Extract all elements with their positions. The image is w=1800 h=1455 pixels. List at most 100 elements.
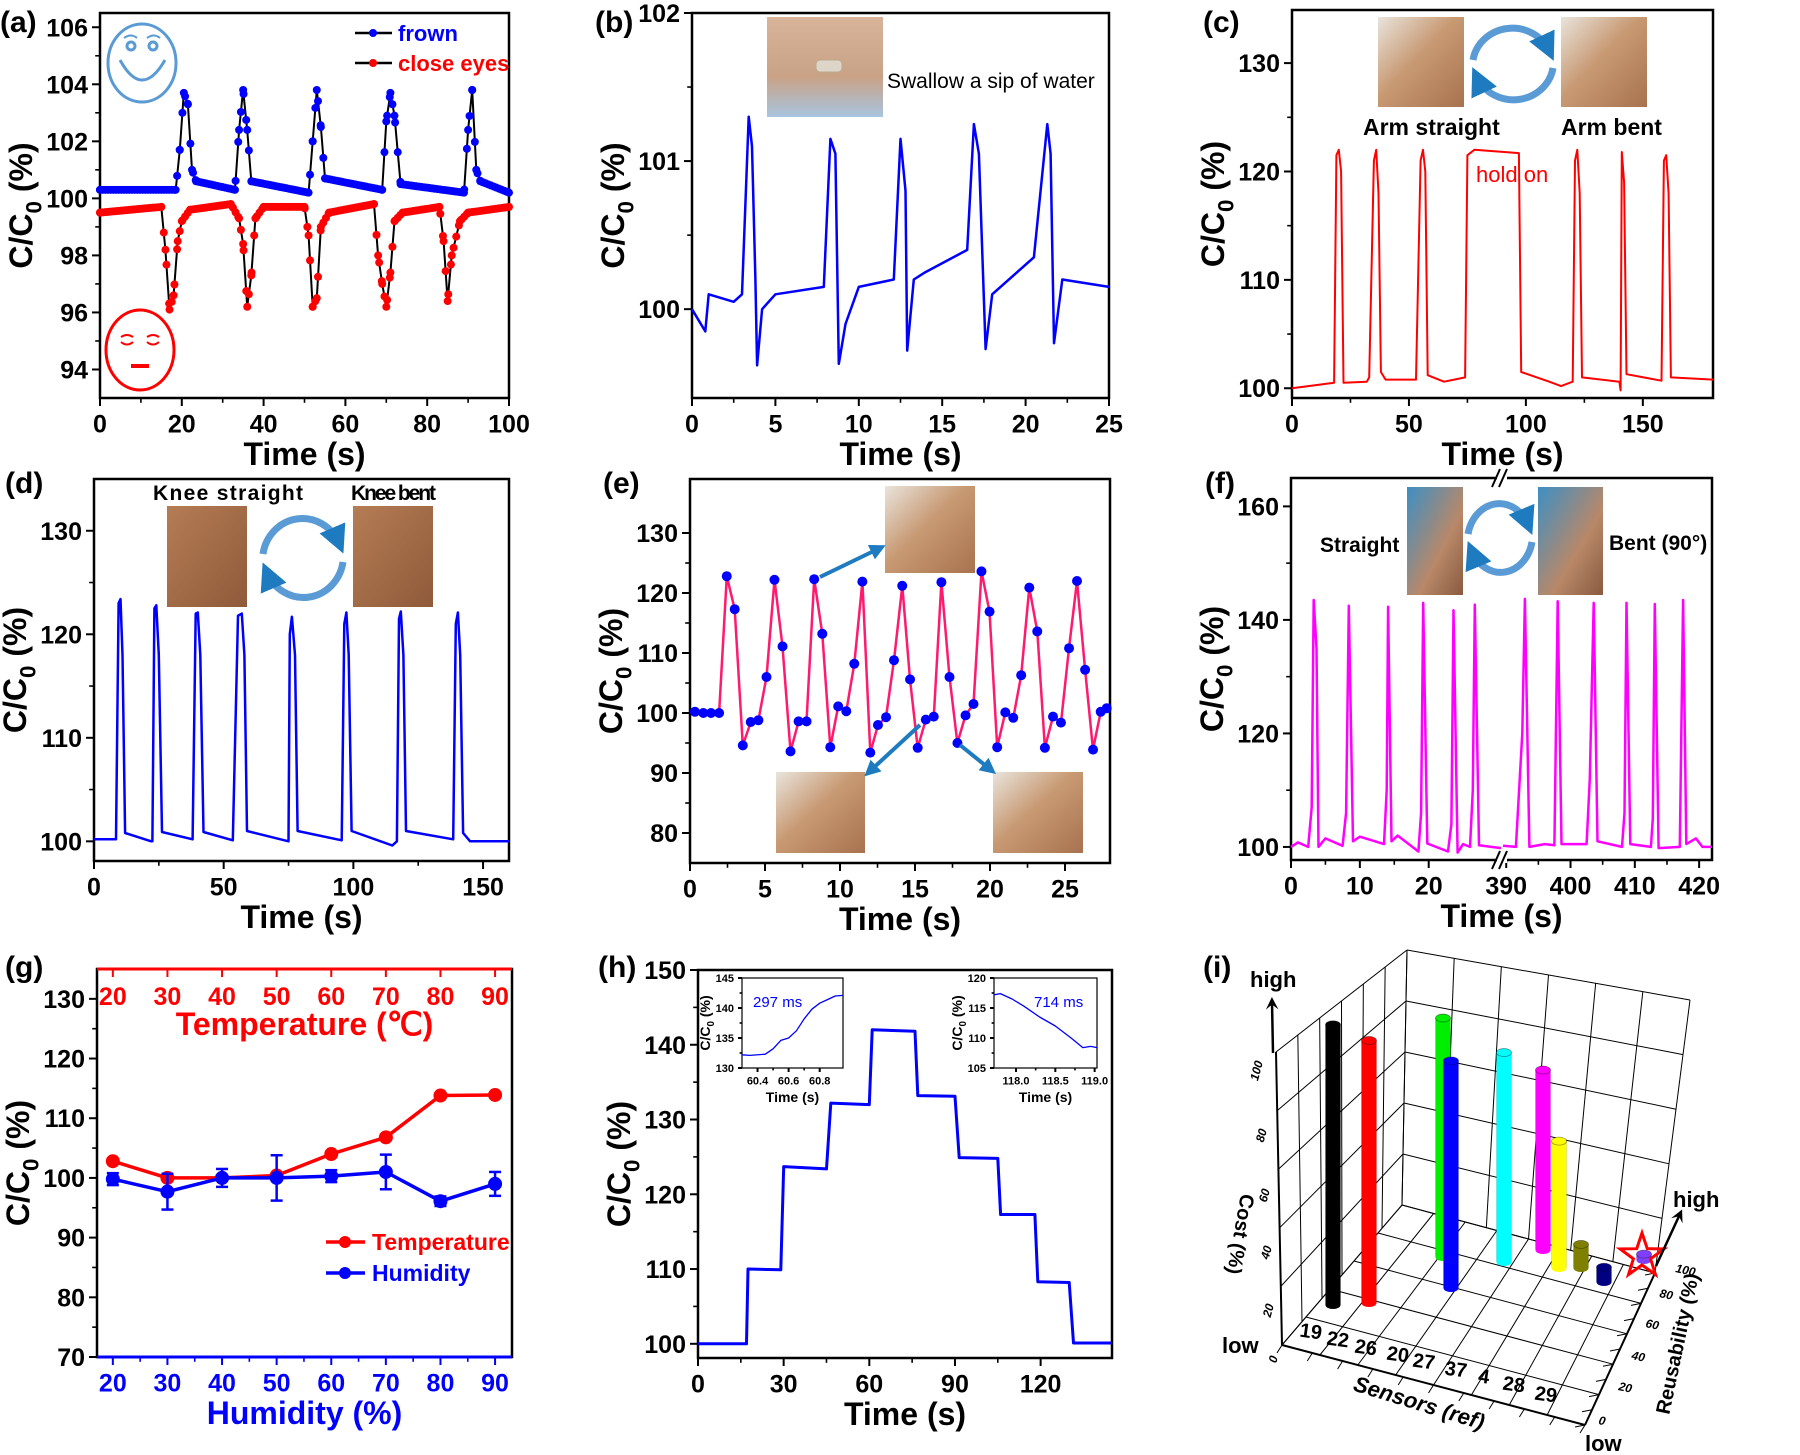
x2-tick-label: 30 — [154, 983, 182, 1011]
series-line-series-1 — [1502, 597, 1712, 850]
data-point — [460, 188, 469, 197]
data-point — [737, 740, 748, 751]
x2-tick-label: 90 — [481, 983, 509, 1011]
x-tick-label: 5 — [758, 876, 772, 904]
y-tick-label: 110 — [42, 725, 82, 753]
x2-tick-label: 40 — [208, 983, 236, 1011]
series-line-series-0 — [1290, 598, 1502, 854]
y-tick-label: 130 — [40, 518, 82, 546]
data-point — [793, 716, 804, 727]
bar-cylinder — [1596, 1262, 1612, 1286]
data-point — [324, 1169, 339, 1184]
data-point — [452, 232, 461, 241]
data-point — [446, 260, 455, 269]
series-line-series-0 — [1291, 148, 1714, 392]
data-point — [1032, 626, 1043, 637]
data-point — [311, 103, 320, 112]
z-tick — [1623, 1318, 1635, 1322]
data-point — [1064, 643, 1075, 654]
data-point — [239, 86, 248, 94]
data-point — [320, 174, 329, 183]
data-point — [714, 708, 725, 718]
grid-line-floor — [1281, 1204, 1403, 1346]
photo-finger-bent — [1538, 487, 1603, 595]
x-tick-label: 15 — [901, 876, 929, 904]
data-point — [1000, 707, 1011, 718]
legend-label: Humidity — [372, 1260, 471, 1286]
y-title-unit: (%) — [697, 995, 713, 1021]
x-axis-title: Humidity (%) — [207, 1395, 403, 1431]
z-tick — [1630, 1302, 1642, 1306]
data-point — [465, 111, 474, 120]
x-tick-label: 70 — [372, 1370, 400, 1398]
legend-marker — [339, 1267, 351, 1279]
data-point — [1048, 711, 1058, 722]
series-line-series-0 — [94, 597, 509, 847]
data-point — [464, 125, 473, 134]
y-tick-label: 80 — [57, 1284, 85, 1312]
data-point — [706, 708, 716, 718]
sensor-label: 27 — [1411, 1350, 1436, 1375]
x-tick — [1337, 1360, 1344, 1370]
data-point — [464, 208, 473, 217]
data-point — [992, 742, 1003, 753]
y-tick-label: 135 — [716, 1033, 734, 1045]
cycle-arrows-icon — [1464, 500, 1536, 576]
y-title-subscript: 0 — [614, 201, 639, 213]
bar-top — [1325, 1020, 1341, 1030]
closed-eyes — [120, 334, 160, 346]
data-point — [243, 125, 252, 134]
data-point — [833, 701, 844, 712]
data-point — [761, 672, 772, 682]
x-tick-label: 40 — [250, 411, 278, 439]
x-tick-label: 20 — [168, 411, 196, 439]
bar-bottom — [1596, 1278, 1612, 1286]
y-tick-label: 120 — [40, 621, 82, 649]
data-point — [1072, 576, 1082, 586]
data-point — [169, 291, 178, 300]
y-axis-title: C/C0 (%) — [3, 142, 47, 268]
data-point — [177, 217, 186, 226]
data-point — [175, 227, 184, 236]
data-point — [251, 214, 260, 223]
series-line-series-0 — [690, 115, 1110, 367]
data-point — [441, 267, 450, 276]
y-tick-label: 120 — [43, 1046, 85, 1074]
data-point — [436, 209, 445, 218]
y-tick-label: 101 — [638, 148, 680, 176]
data-point — [179, 88, 188, 97]
x2-axis-title: Temperature (℃) — [176, 1006, 434, 1042]
y-tick-label: 110 — [1240, 267, 1280, 295]
data-point — [378, 279, 387, 288]
data-point — [388, 242, 397, 251]
x-tick-label: 420 — [1678, 873, 1720, 901]
series-line-frown — [100, 89, 510, 194]
data-point — [171, 185, 180, 194]
x-tick-label: 0 — [685, 411, 699, 439]
y-title-unit: (%) — [949, 995, 965, 1021]
reusability-high-arrow-icon — [1654, 1209, 1683, 1267]
series-line-series-0 — [741, 994, 844, 1057]
plot-frame — [993, 977, 1098, 1069]
grid-line-left-wall — [1319, 1017, 1323, 1299]
y-tick-label: 130 — [636, 520, 678, 548]
data-point — [215, 1170, 230, 1185]
x-tick — [1488, 1400, 1495, 1410]
data-point — [698, 708, 709, 718]
x-tick — [1276, 1344, 1283, 1354]
z-tick — [1602, 1363, 1614, 1367]
x-tick-label: 0 — [1284, 873, 1298, 901]
annotation: Bent (90°) — [1609, 532, 1707, 555]
data-point — [984, 606, 995, 617]
data-point — [476, 177, 485, 186]
data-point — [370, 200, 379, 209]
bar-bottom — [1496, 1258, 1512, 1266]
y-tick-label: 100 — [636, 700, 678, 728]
y-title-unit: (%) — [595, 142, 631, 201]
pointer-arrow — [958, 743, 996, 775]
bar-top — [1361, 1036, 1377, 1045]
data-point — [841, 706, 852, 717]
